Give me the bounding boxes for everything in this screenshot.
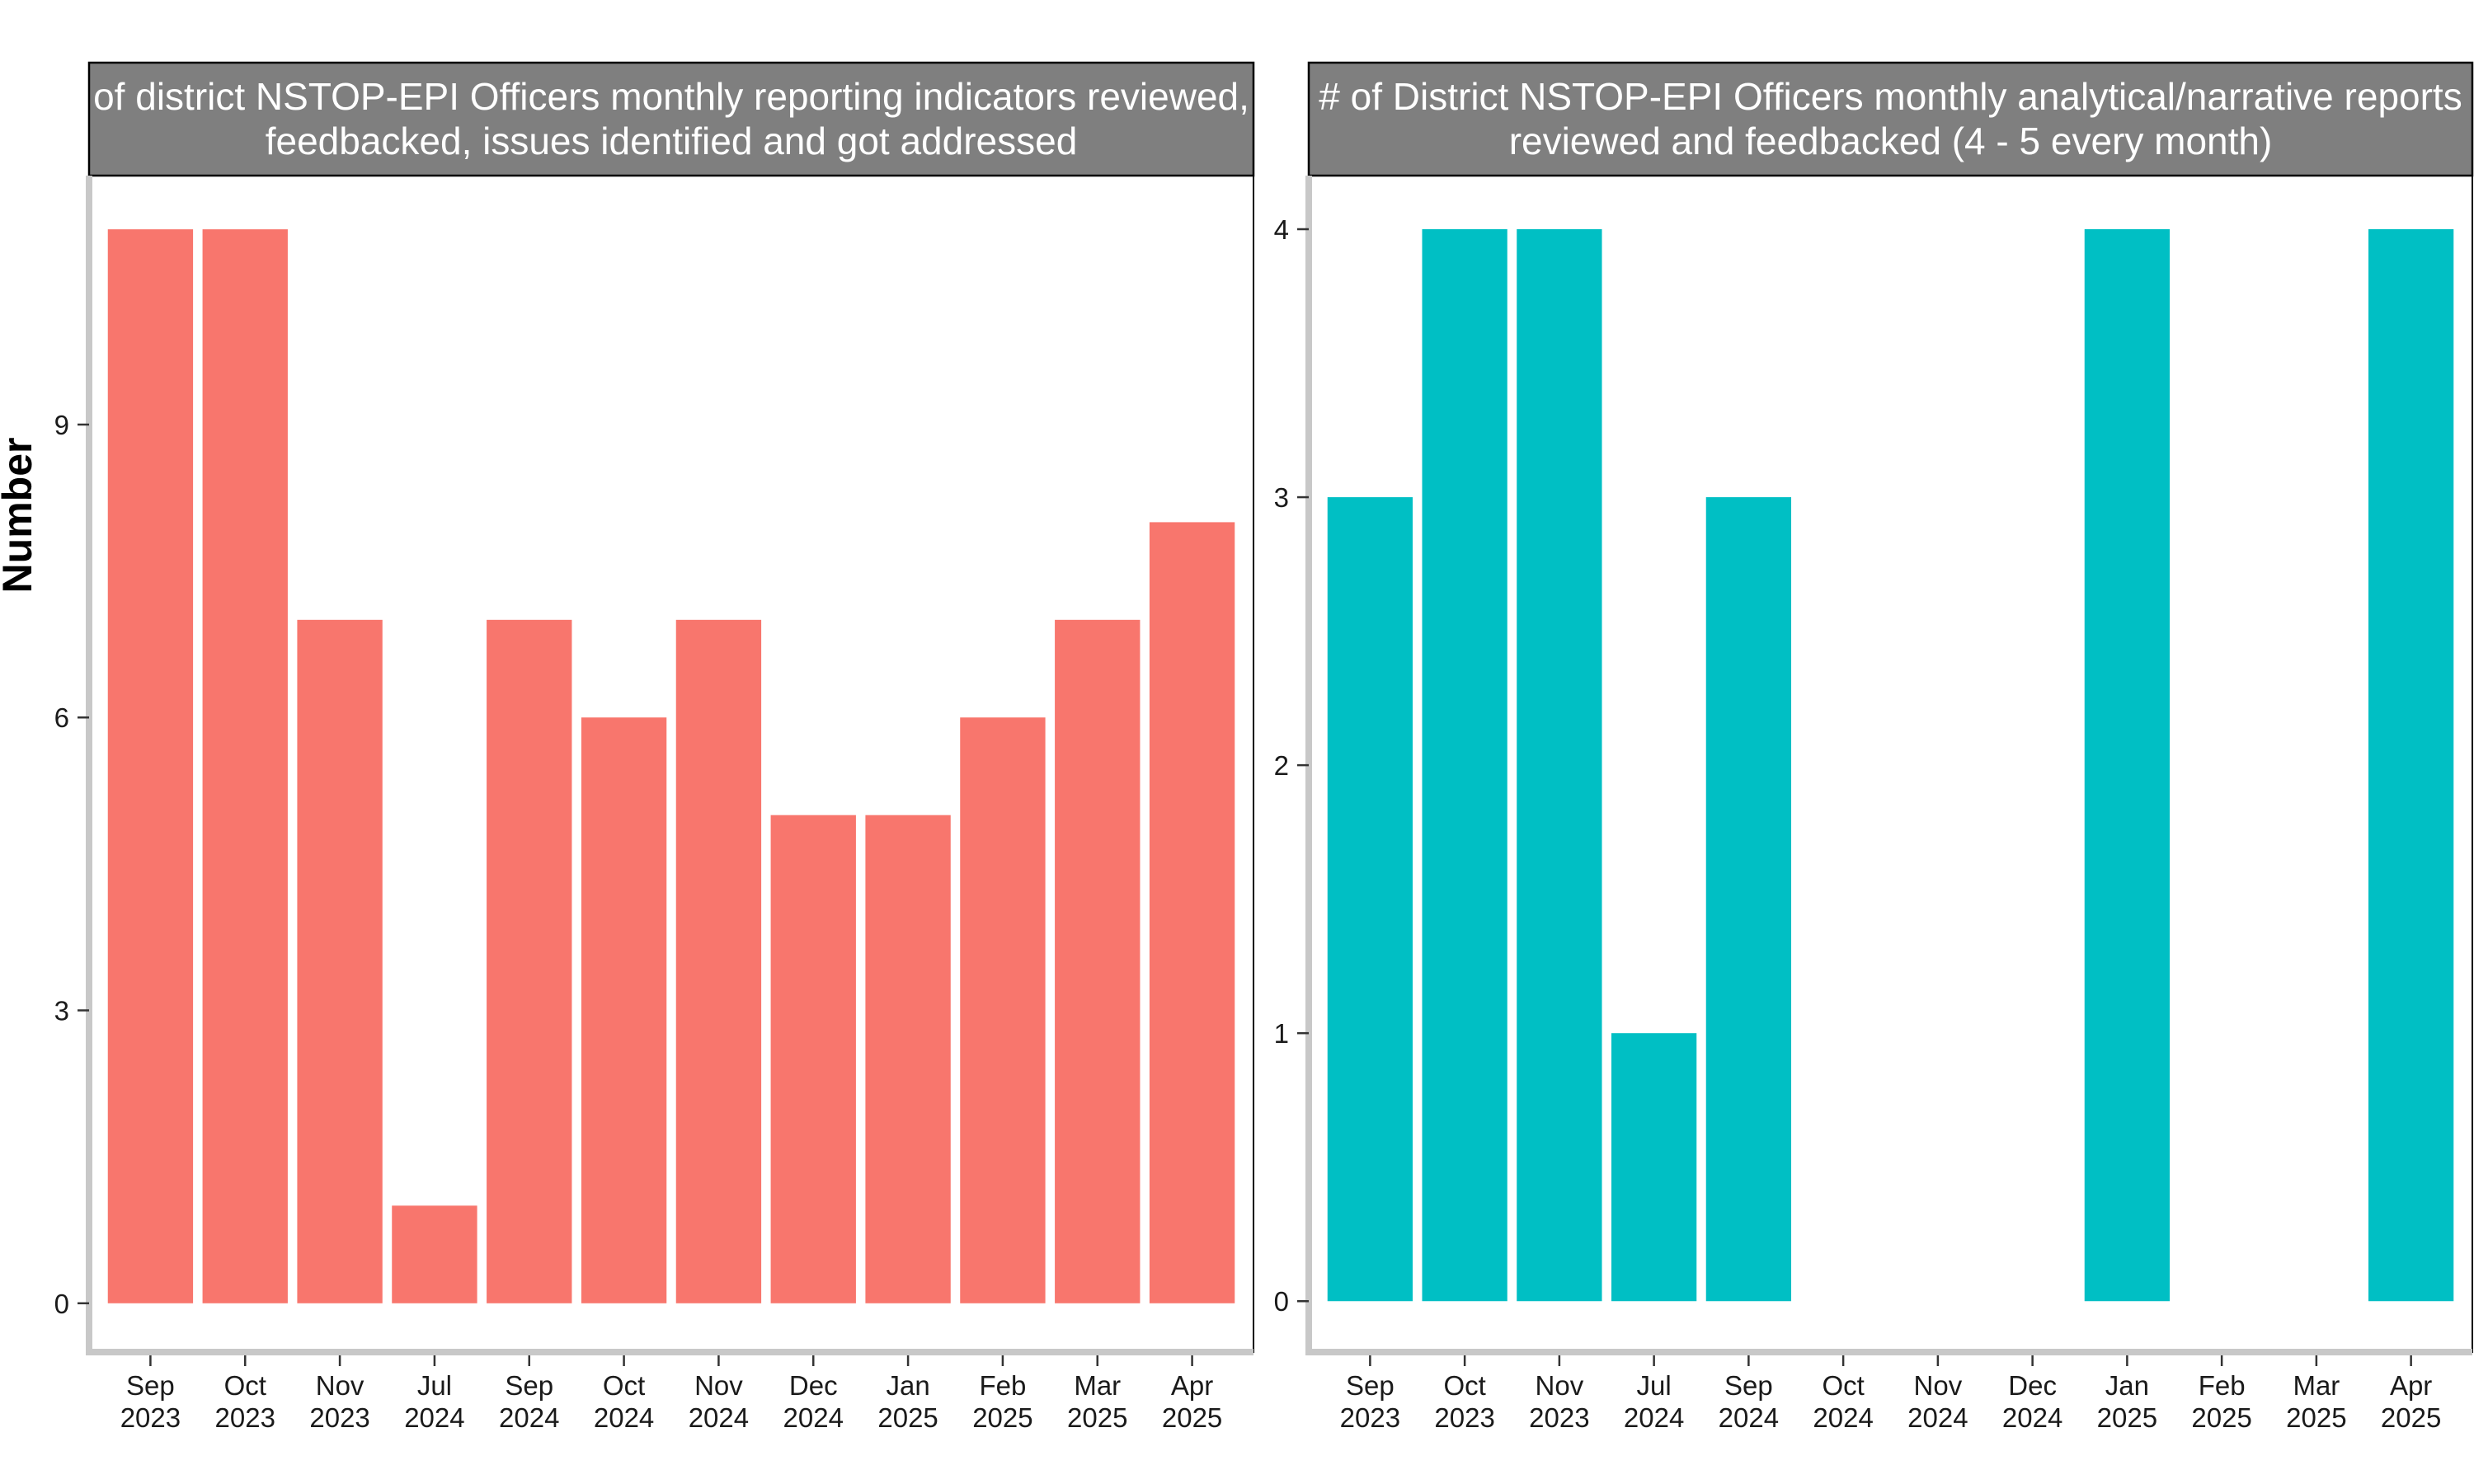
bar-oct-2024 bbox=[581, 717, 667, 1303]
x-tick-label: 2023 bbox=[309, 1402, 369, 1433]
y-tick-label: 6 bbox=[54, 702, 69, 733]
x-tick-label: 2023 bbox=[1529, 1402, 1589, 1433]
x-tick-label: 2025 bbox=[2191, 1402, 2251, 1433]
x-tick-label: Nov bbox=[316, 1370, 365, 1401]
x-tick-label: Nov bbox=[1536, 1370, 1584, 1401]
panel-title-line: reviewed and feedbacked (4 - 5 every mon… bbox=[1509, 120, 2273, 162]
x-tick-label: 2024 bbox=[1907, 1402, 1968, 1433]
x-tick-label: 2024 bbox=[1719, 1402, 1779, 1433]
panel-1: of district NSTOP-EPI Officers monthly r… bbox=[54, 61, 1255, 1433]
bar-apr-2025 bbox=[2368, 229, 2454, 1302]
x-tick-label: 2024 bbox=[783, 1402, 844, 1433]
x-tick-label: 2023 bbox=[120, 1402, 181, 1433]
x-tick-label: 2023 bbox=[1434, 1402, 1494, 1433]
x-tick-label: Dec bbox=[2008, 1370, 2057, 1401]
bar-jul-2024 bbox=[1611, 1033, 1697, 1302]
panel-title-line: feedbacked, issues identified and got ad… bbox=[266, 120, 1078, 162]
x-tick-label: 2025 bbox=[877, 1402, 938, 1433]
x-tick-label: Nov bbox=[694, 1370, 743, 1401]
x-tick-label: Apr bbox=[1171, 1370, 1213, 1401]
y-tick-label: 0 bbox=[1274, 1286, 1289, 1317]
bar-dec-2024 bbox=[770, 815, 856, 1303]
x-tick-label: Jul bbox=[1637, 1370, 1672, 1401]
x-tick-label: 2024 bbox=[1813, 1402, 1873, 1433]
x-tick-label: Jul bbox=[417, 1370, 452, 1401]
bar-nov-2023 bbox=[297, 619, 383, 1303]
x-tick-label: 2025 bbox=[2381, 1402, 2441, 1433]
bar-sep-2023 bbox=[107, 229, 194, 1303]
x-tick-label: Oct bbox=[1822, 1370, 1864, 1401]
y-tick-label: 2 bbox=[1274, 750, 1289, 781]
bar-mar-2025 bbox=[1055, 619, 1141, 1303]
x-tick-label: Oct bbox=[1443, 1370, 1485, 1401]
x-tick-label: Mar bbox=[1074, 1370, 1121, 1401]
x-tick-label: Sep bbox=[1346, 1370, 1395, 1401]
x-tick-label: 2023 bbox=[215, 1402, 275, 1433]
x-tick-label: Oct bbox=[603, 1370, 645, 1401]
x-tick-label: 2025 bbox=[1067, 1402, 1127, 1433]
x-tick-label: Mar bbox=[2293, 1370, 2340, 1401]
x-tick-label: 2024 bbox=[499, 1402, 559, 1433]
bar-jul-2024 bbox=[392, 1205, 477, 1303]
x-tick-label: Sep bbox=[505, 1370, 553, 1401]
x-tick-label: 2024 bbox=[594, 1402, 654, 1433]
x-tick-label: 2025 bbox=[2286, 1402, 2346, 1433]
bar-sep-2024 bbox=[1705, 497, 1792, 1302]
x-tick-label: 2024 bbox=[404, 1402, 464, 1433]
panel-title-strip bbox=[1307, 61, 2474, 177]
x-tick-label: Sep bbox=[126, 1370, 175, 1401]
bar-sep-2023 bbox=[1327, 497, 1413, 1302]
x-tick-label: Nov bbox=[1914, 1370, 1963, 1401]
x-tick-label: Jan bbox=[886, 1370, 929, 1401]
x-tick-label: Dec bbox=[789, 1370, 838, 1401]
x-tick-label: 2024 bbox=[2002, 1402, 2062, 1433]
bar-sep-2024 bbox=[487, 619, 572, 1303]
x-tick-label: 2024 bbox=[689, 1402, 749, 1433]
x-tick-label: Sep bbox=[1724, 1370, 1773, 1401]
y-tick-label: 0 bbox=[54, 1289, 69, 1319]
x-tick-label: Feb bbox=[2199, 1370, 2246, 1401]
panel-title-line: # of District NSTOP-EPI Officers monthly… bbox=[1319, 75, 2462, 118]
y-tick-label: 4 bbox=[1274, 214, 1289, 245]
bar-nov-2023 bbox=[1517, 229, 1602, 1302]
bar-nov-2024 bbox=[675, 619, 762, 1303]
y-tick-label: 1 bbox=[1274, 1018, 1289, 1049]
panel-2: # of District NSTOP-EPI Officers monthly… bbox=[1274, 61, 2474, 1433]
x-tick-label: Apr bbox=[2390, 1370, 2432, 1401]
y-tick-label: 9 bbox=[54, 410, 69, 440]
x-tick-label: Jan bbox=[2105, 1370, 2149, 1401]
bar-jan-2025 bbox=[2084, 229, 2171, 1302]
bar-oct-2023 bbox=[1422, 229, 1507, 1302]
bar-jan-2025 bbox=[865, 815, 951, 1303]
bar-oct-2023 bbox=[202, 229, 288, 1303]
x-tick-label: Oct bbox=[224, 1370, 266, 1401]
panel-title-strip bbox=[87, 61, 1255, 177]
bar-feb-2025 bbox=[960, 717, 1046, 1303]
x-tick-label: 2024 bbox=[1624, 1402, 1684, 1433]
x-tick-label: 2025 bbox=[1162, 1402, 1222, 1433]
x-tick-label: 2025 bbox=[2097, 1402, 2157, 1433]
x-tick-label: 2023 bbox=[1340, 1402, 1400, 1433]
panel-title-line: of district NSTOP-EPI Officers monthly r… bbox=[93, 75, 1249, 118]
x-tick-label: Feb bbox=[979, 1370, 1026, 1401]
x-tick-label: 2025 bbox=[972, 1402, 1032, 1433]
bar-apr-2025 bbox=[1149, 522, 1235, 1303]
y-tick-label: 3 bbox=[54, 996, 69, 1026]
y-tick-label: 3 bbox=[1274, 482, 1289, 513]
y-axis-title: Number bbox=[0, 438, 40, 594]
